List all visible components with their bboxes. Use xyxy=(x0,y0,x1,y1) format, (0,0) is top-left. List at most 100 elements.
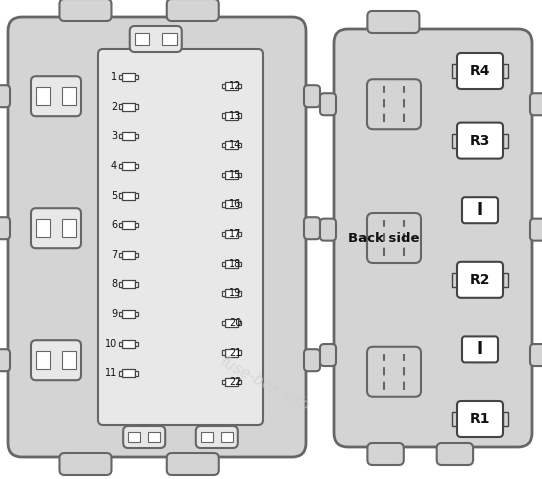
Bar xyxy=(222,143,224,148)
Bar xyxy=(121,310,134,318)
FancyBboxPatch shape xyxy=(334,29,532,447)
FancyBboxPatch shape xyxy=(462,336,498,363)
Bar xyxy=(237,232,241,236)
Text: 21: 21 xyxy=(229,348,241,358)
Bar xyxy=(149,432,160,442)
FancyBboxPatch shape xyxy=(367,79,421,129)
Bar xyxy=(224,171,237,179)
Text: 20: 20 xyxy=(229,318,241,328)
Bar xyxy=(119,75,121,79)
Bar xyxy=(221,432,233,442)
Bar xyxy=(237,321,241,325)
FancyBboxPatch shape xyxy=(457,262,503,298)
FancyBboxPatch shape xyxy=(304,217,320,239)
Bar xyxy=(134,223,138,228)
FancyBboxPatch shape xyxy=(0,85,10,107)
Bar xyxy=(237,84,241,88)
FancyBboxPatch shape xyxy=(367,213,421,263)
Bar xyxy=(134,312,138,316)
FancyBboxPatch shape xyxy=(462,197,498,223)
Bar xyxy=(452,64,457,78)
Bar xyxy=(222,172,224,177)
FancyBboxPatch shape xyxy=(167,453,219,475)
FancyBboxPatch shape xyxy=(98,49,263,425)
Text: 13: 13 xyxy=(229,111,241,121)
Bar xyxy=(224,349,237,357)
Bar xyxy=(134,194,138,198)
Text: 1: 1 xyxy=(111,72,117,82)
Text: 15: 15 xyxy=(229,170,241,180)
Text: 9: 9 xyxy=(111,309,117,319)
Text: R3: R3 xyxy=(470,134,490,148)
Bar xyxy=(162,33,177,45)
Bar xyxy=(62,219,76,237)
FancyBboxPatch shape xyxy=(457,401,503,437)
Bar xyxy=(503,134,508,148)
Text: 17: 17 xyxy=(229,229,241,239)
Bar xyxy=(224,141,237,149)
FancyBboxPatch shape xyxy=(457,53,503,89)
Text: R4: R4 xyxy=(470,64,491,78)
Bar xyxy=(222,114,224,118)
Bar xyxy=(503,412,508,426)
Bar xyxy=(134,282,138,286)
Bar xyxy=(222,202,224,206)
Bar xyxy=(224,200,237,208)
Text: R2: R2 xyxy=(470,273,491,287)
Bar xyxy=(237,114,241,118)
Bar xyxy=(224,289,237,297)
Bar xyxy=(452,412,457,426)
Bar xyxy=(224,319,237,327)
FancyBboxPatch shape xyxy=(304,349,320,371)
Text: 22: 22 xyxy=(229,377,242,387)
Bar xyxy=(222,351,224,355)
Text: 12: 12 xyxy=(229,81,241,91)
Bar xyxy=(134,342,138,346)
Bar xyxy=(121,132,134,140)
Bar xyxy=(119,134,121,138)
Bar xyxy=(503,64,508,78)
FancyBboxPatch shape xyxy=(31,340,81,380)
Bar xyxy=(121,162,134,170)
Text: 10: 10 xyxy=(105,339,117,349)
Bar xyxy=(237,202,241,206)
FancyBboxPatch shape xyxy=(320,218,336,240)
Text: 2: 2 xyxy=(111,102,117,112)
Text: 11: 11 xyxy=(105,368,117,378)
FancyBboxPatch shape xyxy=(0,217,10,239)
Bar xyxy=(135,33,149,45)
Text: 4: 4 xyxy=(111,161,117,171)
Bar xyxy=(222,291,224,296)
Bar xyxy=(503,273,508,287)
FancyBboxPatch shape xyxy=(457,123,503,159)
Text: 16: 16 xyxy=(229,199,241,209)
Bar xyxy=(36,351,50,369)
FancyBboxPatch shape xyxy=(0,349,10,371)
Bar xyxy=(121,73,134,81)
FancyBboxPatch shape xyxy=(60,453,112,475)
FancyBboxPatch shape xyxy=(367,11,420,33)
Text: 6: 6 xyxy=(111,220,117,230)
Bar xyxy=(119,282,121,286)
Bar xyxy=(134,134,138,138)
Text: 14: 14 xyxy=(229,140,241,150)
Bar xyxy=(201,432,212,442)
Bar xyxy=(119,312,121,316)
FancyBboxPatch shape xyxy=(167,0,219,21)
FancyBboxPatch shape xyxy=(31,208,81,248)
FancyBboxPatch shape xyxy=(304,85,320,107)
FancyBboxPatch shape xyxy=(31,76,81,116)
Bar xyxy=(134,371,138,376)
FancyBboxPatch shape xyxy=(320,344,336,366)
Text: Back side: Back side xyxy=(348,231,420,244)
FancyBboxPatch shape xyxy=(130,26,182,52)
Text: I: I xyxy=(477,201,483,219)
Bar xyxy=(134,164,138,168)
Bar xyxy=(121,192,134,200)
Bar xyxy=(119,223,121,228)
Bar xyxy=(224,378,237,386)
Bar xyxy=(119,252,121,257)
Bar xyxy=(222,84,224,88)
Bar xyxy=(121,369,134,377)
Bar xyxy=(119,104,121,109)
